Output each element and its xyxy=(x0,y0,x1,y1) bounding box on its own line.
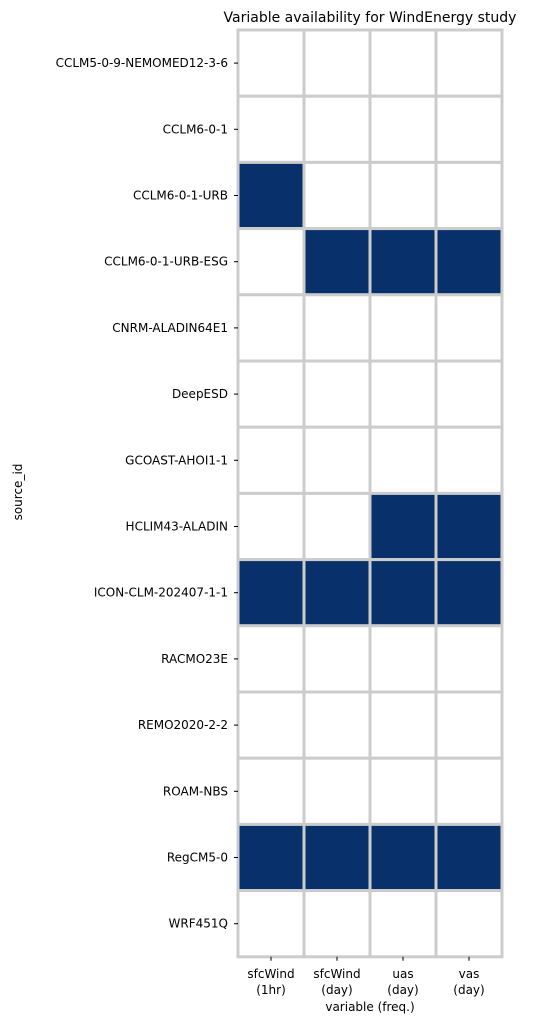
heatmap-cell xyxy=(236,359,306,429)
heatmap-cell xyxy=(434,28,504,98)
heatmap-cell xyxy=(368,94,438,164)
heatmap-cell xyxy=(368,227,438,297)
x-tick-label-freq: (day) xyxy=(453,983,484,997)
heatmap-cell xyxy=(302,756,372,826)
heatmap-cell xyxy=(302,558,372,628)
y-tick-label: HCLIM43-ALADIN xyxy=(126,520,228,534)
heatmap-cell xyxy=(368,359,438,429)
heatmap-cell xyxy=(368,425,438,495)
heatmap-cell xyxy=(236,756,306,826)
heatmap-cell xyxy=(302,359,372,429)
heatmap-cell xyxy=(236,94,306,164)
heatmap-cell xyxy=(368,160,438,231)
heatmap-cell xyxy=(236,160,306,231)
heatmap-cell xyxy=(302,822,372,893)
heatmap-cells xyxy=(236,28,504,959)
heatmap-cell xyxy=(368,822,438,893)
heatmap-cell xyxy=(236,624,306,694)
y-tick-label: WRF451Q xyxy=(169,917,228,931)
heatmap-cell xyxy=(302,160,372,231)
y-axis-label: source_id xyxy=(11,464,25,521)
heatmap-cell xyxy=(368,756,438,826)
heatmap-cell xyxy=(434,756,504,826)
heatmap-cell xyxy=(236,491,306,562)
heatmap-cell xyxy=(302,28,372,98)
heatmap-cell xyxy=(434,491,504,562)
heatmap-cell xyxy=(434,425,504,495)
heatmap-cell xyxy=(302,425,372,495)
heatmap-cell xyxy=(236,293,306,363)
heatmap-cell xyxy=(236,558,306,628)
heatmap-cell xyxy=(368,293,438,363)
heatmap-cell xyxy=(236,690,306,760)
y-tick-label: GCOAST-AHOI1-1 xyxy=(125,453,228,467)
y-tick-label: ROAM-NBS xyxy=(163,784,228,798)
heatmap-cell xyxy=(302,227,372,297)
heatmap-cell xyxy=(302,491,372,562)
x-tick-label-freq: (1hr) xyxy=(256,983,286,997)
heatmap-cell xyxy=(368,690,438,760)
heatmap-cell xyxy=(434,227,504,297)
heatmap-cell xyxy=(434,558,504,628)
y-tick-label: DeepESD xyxy=(172,387,228,401)
heatmap-cell xyxy=(434,293,504,363)
heatmap-cell xyxy=(302,293,372,363)
y-tick-label: ICON-CLM-202407-1-1 xyxy=(94,586,228,600)
chart-title: Variable availability for WindEnergy stu… xyxy=(224,10,517,26)
x-tick-label: sfcWind xyxy=(247,967,294,981)
heatmap-cell xyxy=(368,28,438,98)
heatmap-cell xyxy=(236,227,306,297)
y-tick-label: CCLM5-0-9-NEMOMED12-3-6 xyxy=(56,56,228,70)
heatmap-cell xyxy=(236,425,306,495)
heatmap-cell xyxy=(236,889,306,959)
y-tick-label: CCLM6-0-1 xyxy=(163,122,228,136)
heatmap-cell xyxy=(302,889,372,959)
y-tick-label: RACMO23E xyxy=(161,652,228,666)
heatmap-cell xyxy=(434,94,504,164)
x-tick-label: vas xyxy=(459,967,480,981)
heatmap-cell xyxy=(236,28,306,98)
heatmap-cell xyxy=(434,822,504,893)
heatmap-cell xyxy=(368,558,438,628)
y-tick-label: CCLM6-0-1-URB-ESG xyxy=(104,255,228,269)
heatmap-cell xyxy=(302,94,372,164)
x-tick-label-freq: (day) xyxy=(321,983,352,997)
x-tick-label-freq: (day) xyxy=(387,983,418,997)
y-tick-label: CNRM-ALADIN64E1 xyxy=(112,321,228,335)
x-tick-labels: sfcWind (1hr) sfcWind (day) uas (day) vas (day) xyxy=(247,956,485,997)
heatmap-cell xyxy=(434,889,504,959)
heatmap-cell xyxy=(434,624,504,694)
y-tick-label: CCLM6-0-1-URB xyxy=(133,189,228,203)
y-tick-labels: CCLM5-0-9-NEMOMED12-3-6 CCLM6-0-1 CCLM6-0-… xyxy=(56,56,238,931)
heatmap-cell xyxy=(236,822,306,893)
heatmap-cell xyxy=(302,690,372,760)
y-tick-label: RegCM5-0 xyxy=(167,851,228,865)
x-tick-label: uas xyxy=(392,967,413,981)
heatmap-cell xyxy=(434,359,504,429)
y-tick-label: REMO2020-2-2 xyxy=(138,718,228,732)
heatmap-cell xyxy=(434,160,504,231)
heatmap-cell xyxy=(434,690,504,760)
x-tick-label: sfcWind xyxy=(313,967,360,981)
heatmap-cell xyxy=(302,624,372,694)
heatmap-cell xyxy=(368,889,438,959)
heatmap-cell xyxy=(368,624,438,694)
x-axis-label: variable (freq.) xyxy=(325,1000,414,1014)
heatmap-cell xyxy=(368,491,438,562)
